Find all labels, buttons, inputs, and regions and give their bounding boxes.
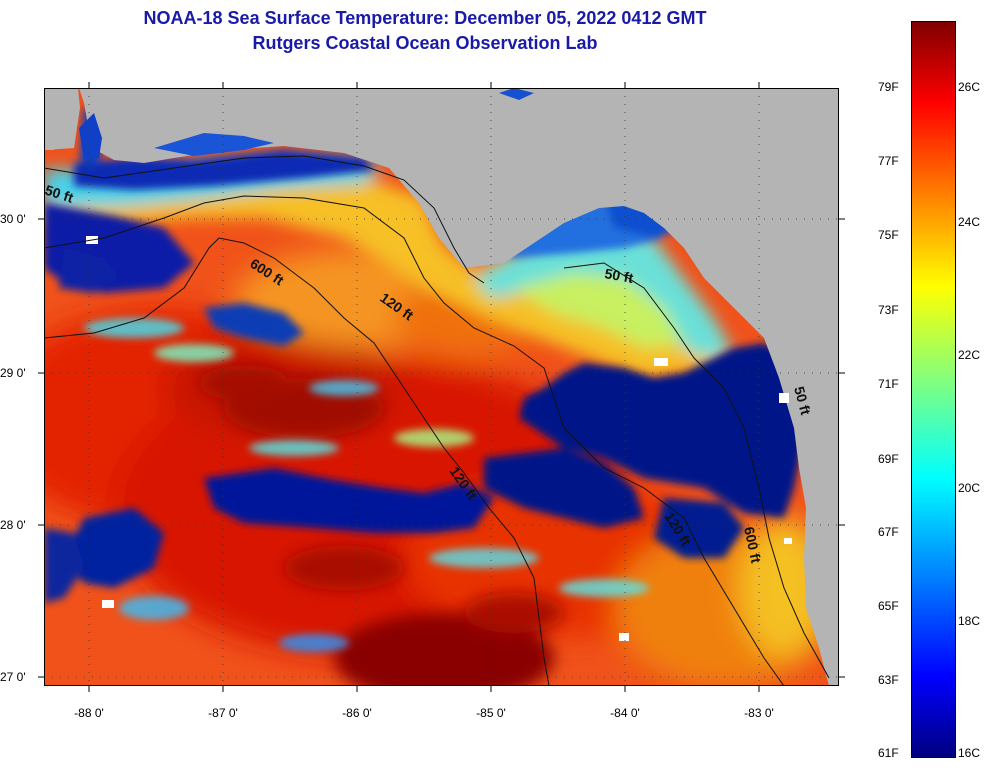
isobath-50ft-east xyxy=(563,262,830,679)
lat-label-27: 27 0' xyxy=(0,670,26,684)
cb-label-73f: 73F xyxy=(878,303,899,317)
lon-label-87: -87 0' xyxy=(208,706,238,720)
lon-label-84: -84 0' xyxy=(610,706,640,720)
isobath-600ft xyxy=(44,237,550,686)
cb-label-67f: 67F xyxy=(878,525,899,539)
cb-label-71f: 71F xyxy=(878,377,899,391)
cb-label-63f: 63F xyxy=(878,673,899,687)
contour-label-50ft-east: 50 ft xyxy=(603,265,634,286)
contour-label-600ft-east: 600 ft xyxy=(741,525,764,564)
cb-label-61f: 61F xyxy=(878,746,899,760)
map-title: NOAA-18 Sea Surface Temperature: Decembe… xyxy=(143,8,707,28)
isobath-120ft xyxy=(44,195,785,686)
land-panhandle xyxy=(44,88,839,686)
cb-label-18c: 18C xyxy=(958,614,981,628)
lat-label-30: 30 0' xyxy=(0,212,26,226)
cb-label-69f: 69F xyxy=(878,452,899,466)
lon-label-83: -83 0' xyxy=(744,706,774,720)
cb-label-77f: 77F xyxy=(878,154,899,168)
cb-label-22c: 22C xyxy=(958,348,981,362)
cb-label-79f: 79F xyxy=(878,80,899,94)
cb-label-75f: 75F xyxy=(878,228,899,242)
lat-label-28: 28 0' xyxy=(0,518,26,532)
lon-label-85: -85 0' xyxy=(476,706,506,720)
contour-label-50ft-south: 50 ft xyxy=(791,385,814,417)
cb-label-20c: 20C xyxy=(958,481,981,495)
lon-label-88: -88 0' xyxy=(74,706,104,720)
cb-label-24c: 24C xyxy=(958,215,981,229)
lat-label-29: 29 0' xyxy=(0,366,26,380)
temperature-colorbar xyxy=(911,21,956,758)
map-subtitle: Rutgers Coastal Ocean Observation Lab xyxy=(252,33,598,53)
cb-label-65f: 65F xyxy=(878,599,899,613)
sst-map: 50 ft 600 ft 120 ft 50 ft 120 ft 600 ft … xyxy=(44,88,839,686)
cb-label-26c: 26C xyxy=(958,80,981,94)
cb-label-16c: 16C xyxy=(958,746,981,760)
isobath-50ft-west xyxy=(44,155,485,284)
lon-label-86: -86 0' xyxy=(342,706,372,720)
